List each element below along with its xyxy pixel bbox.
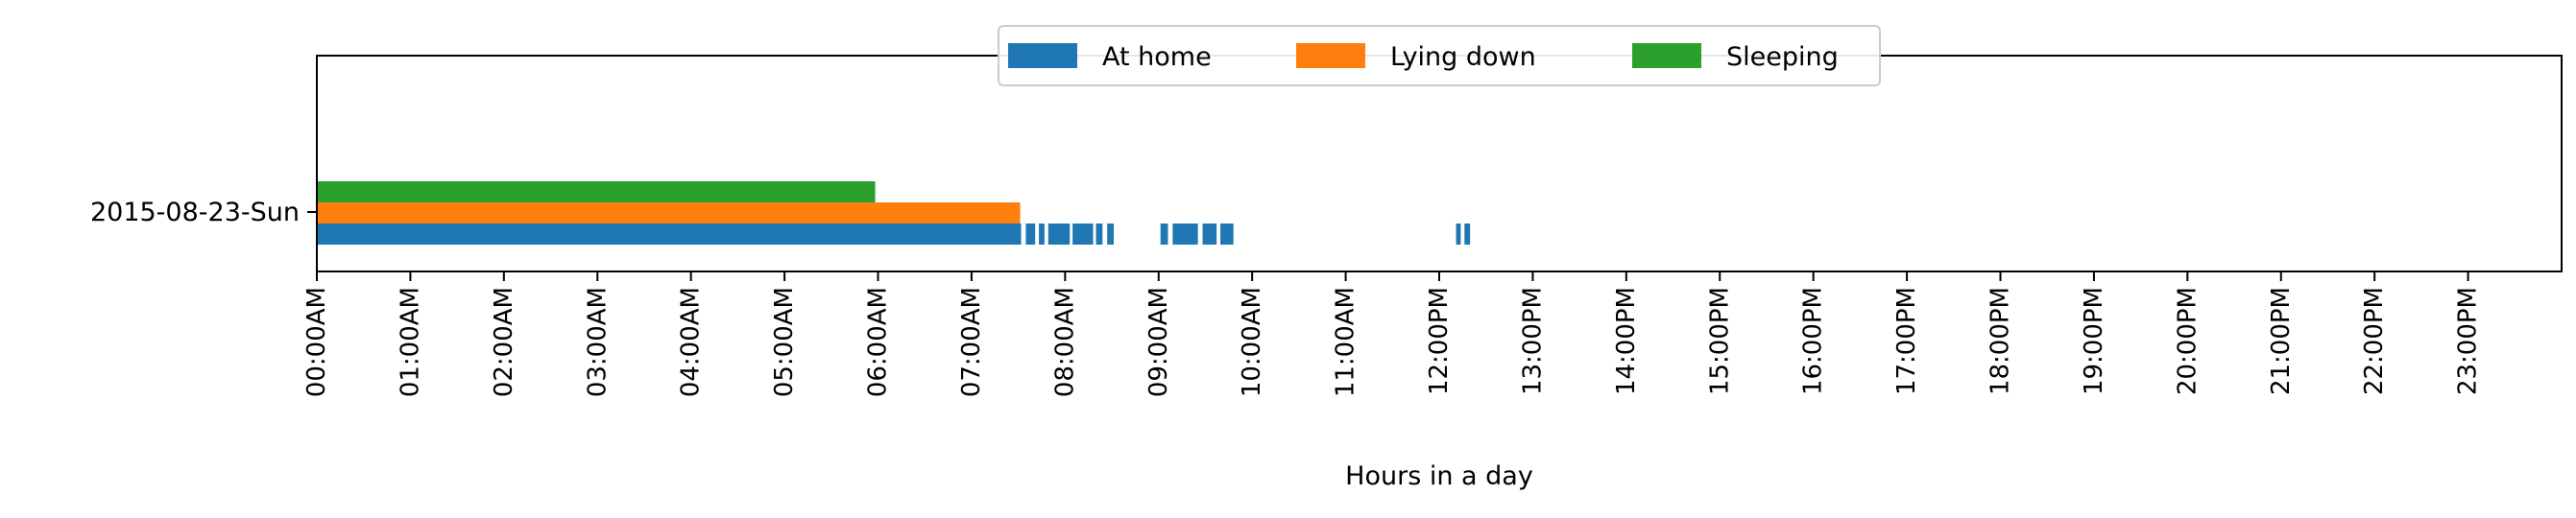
x-axis: 00:00AM 01:00AM 02:00AM 03:00AM 04:00AM 05:00…: [302, 271, 2483, 397]
x-tick-label: 16:00PM: [1799, 287, 1828, 395]
bar-at-home-11: [1456, 224, 1461, 245]
x-tick-label: 17:00PM: [1892, 287, 1921, 395]
bar-sleeping-0: [317, 181, 876, 202]
x-tick-label: 10:00AM: [1238, 287, 1266, 397]
bar-at-home-12: [1464, 224, 1471, 245]
x-axis-label: Hours in a day: [1345, 461, 1533, 491]
bar-at-home-1: [1025, 224, 1036, 245]
x-tick-label: 06:00AM: [864, 287, 893, 397]
bar-at-home-2: [1039, 224, 1045, 245]
bar-at-home-4: [1072, 224, 1094, 245]
y-axis: 2015-08-23-Sun: [90, 198, 317, 227]
y-tick-label: 2015-08-23-Sun: [90, 198, 300, 227]
bar-at-home-10: [1220, 224, 1234, 245]
x-tick-label: 01:00AM: [396, 287, 424, 397]
x-tick-label: 02:00AM: [490, 287, 518, 397]
x-tick-label: 22:00PM: [2360, 287, 2389, 395]
legend-swatch-lying-down: [1296, 43, 1365, 68]
x-tick-label: 08:00AM: [1050, 287, 1079, 397]
x-tick-label: 04:00AM: [677, 287, 706, 397]
x-tick-label: 19:00PM: [2080, 287, 2108, 395]
x-tick-label: 23:00PM: [2454, 287, 2483, 395]
x-tick-label: 18:00PM: [1986, 287, 2015, 395]
x-tick-label: 20:00PM: [2173, 287, 2202, 395]
x-tick-label: 11:00AM: [1332, 287, 1360, 397]
x-tick-label: 15:00PM: [1705, 287, 1734, 395]
bar-at-home-0: [317, 224, 1022, 245]
legend-swatch-at-home: [1008, 43, 1077, 68]
legend-label-sleeping: Sleeping: [1726, 42, 1839, 72]
legend: At home Lying down Sleeping: [998, 25, 1881, 86]
legend-box: [998, 25, 1881, 86]
x-tick-label: 21:00PM: [2267, 287, 2296, 395]
x-tick-label: 14:00PM: [1612, 287, 1641, 395]
bar-lying-down-0: [317, 202, 1021, 224]
bars-layer: [317, 181, 1471, 245]
bar-at-home-8: [1172, 224, 1198, 245]
x-tick-label: 09:00AM: [1144, 287, 1173, 397]
x-tick-label: 12:00PM: [1425, 287, 1454, 395]
legend-label-lying-down: Lying down: [1390, 42, 1536, 72]
x-tick-label: 13:00PM: [1518, 287, 1547, 395]
bar-at-home-5: [1095, 224, 1103, 245]
bar-at-home-3: [1047, 224, 1071, 245]
x-tick-label: 07:00AM: [957, 287, 986, 397]
legend-swatch-sleeping: [1632, 43, 1701, 68]
bar-at-home-7: [1160, 224, 1168, 245]
bar-at-home-9: [1202, 224, 1217, 245]
x-tick-label: 05:00AM: [770, 287, 799, 397]
legend-label-at-home: At home: [1102, 42, 1212, 72]
x-tick-label: 03:00AM: [583, 287, 612, 397]
bar-at-home-6: [1107, 224, 1114, 245]
x-tick-label: 00:00AM: [302, 287, 331, 397]
